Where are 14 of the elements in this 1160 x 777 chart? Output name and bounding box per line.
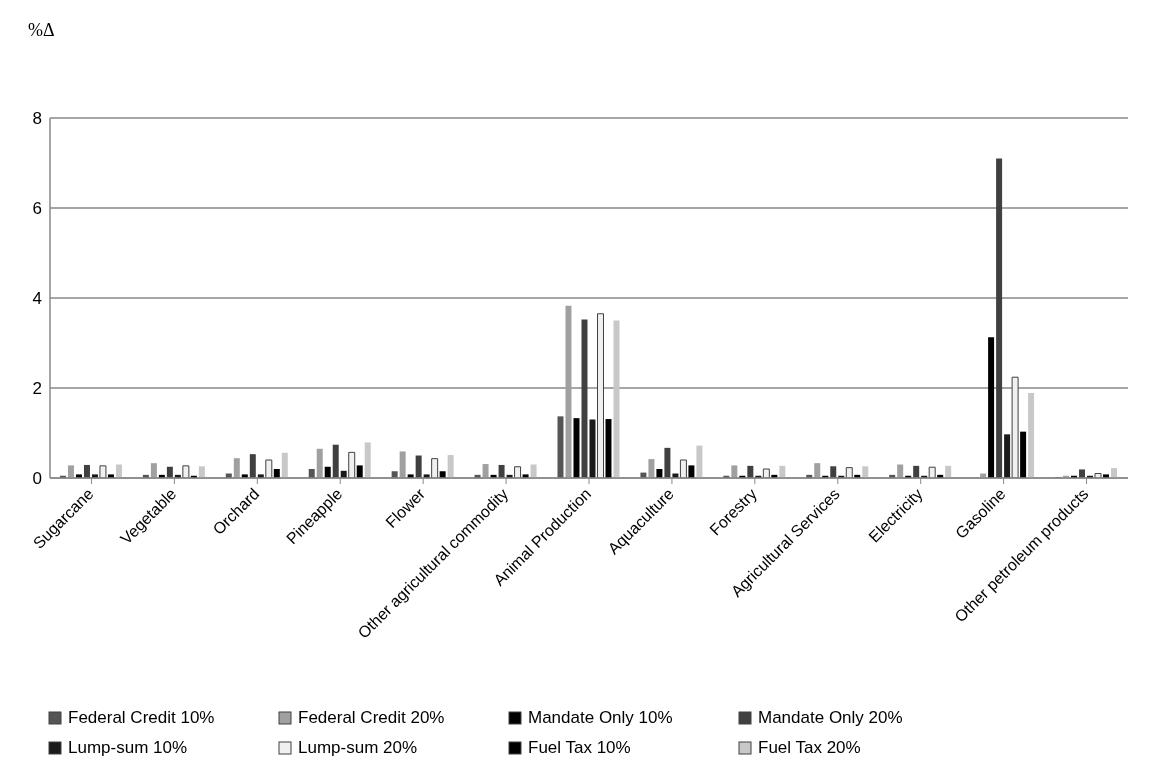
legend-label: Lump-sum 20% <box>298 738 418 758</box>
legend-label: Fuel Tax 10% <box>528 738 631 758</box>
y-tick-label: 6 <box>32 199 42 219</box>
y-tick-label: 8 <box>32 109 42 129</box>
legend-label: Mandate Only 20% <box>758 708 903 728</box>
legend-label: Federal Credit 10% <box>68 708 215 728</box>
legend-label: Mandate Only 10% <box>528 708 673 728</box>
y-tick-label: 4 <box>32 289 42 309</box>
legend-label: Fuel Tax 20% <box>758 738 861 758</box>
y-axis-title: %Δ <box>28 20 55 41</box>
legend-label: Lump-sum 10% <box>68 738 188 758</box>
y-tick-label: 0 <box>32 469 42 489</box>
y-tick-label: 2 <box>32 379 42 399</box>
legend-label: Federal Credit 20% <box>298 708 445 728</box>
